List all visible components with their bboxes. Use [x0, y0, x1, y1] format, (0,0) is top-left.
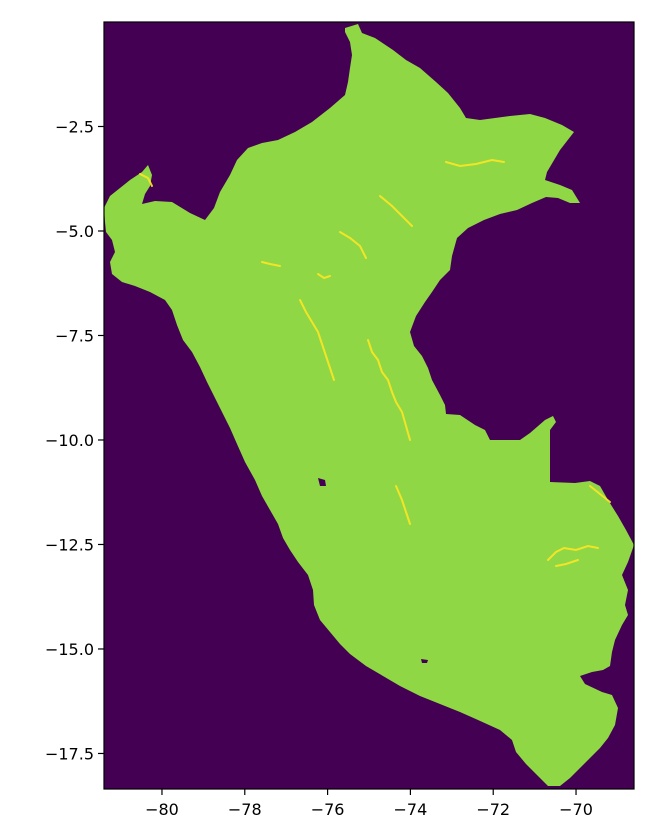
lake-shape: [318, 478, 326, 486]
y-tick-label: −10.0: [45, 431, 94, 450]
x-tick-label: −76: [311, 800, 345, 819]
highlight-stroke: [589, 485, 611, 503]
highlight-features: [139, 158, 611, 567]
y-tick-label: −15.0: [45, 640, 94, 659]
y-axis: −2.5 −5.0 −7.5 −10.0 −12.5 −15.0 −17.5: [45, 117, 104, 763]
y-tick-label: −12.5: [45, 535, 94, 554]
highlight-stroke: [547, 544, 599, 561]
highlight-stroke: [139, 173, 153, 187]
highlight-stroke: [367, 339, 411, 441]
country-land-area: [104, 24, 634, 786]
x-tick-label: −72: [476, 800, 510, 819]
highlight-stroke: [261, 261, 281, 267]
highlight-stroke: [339, 231, 367, 259]
highlight-stroke: [555, 559, 579, 567]
axes-frame: [103, 21, 635, 790]
x-tick-label: −80: [145, 800, 179, 819]
y-tick-label: −5.0: [55, 222, 94, 241]
x-tick-label: −70: [559, 800, 593, 819]
y-tick-label: −7.5: [55, 326, 94, 345]
highlight-stroke: [395, 485, 411, 525]
highlight-stroke: [317, 273, 331, 280]
x-tick-label: −78: [228, 800, 262, 819]
highlight-stroke: [445, 158, 505, 168]
x-axis: −80 −78 −76 −74 −72 −70: [145, 789, 593, 819]
y-tick-label: −2.5: [55, 117, 94, 136]
highlight-stroke: [299, 299, 335, 381]
y-tick-label: −17.5: [45, 744, 94, 763]
highlight-stroke: [379, 195, 413, 227]
lake-shape: [421, 659, 428, 663]
x-tick-label: −74: [394, 800, 428, 819]
